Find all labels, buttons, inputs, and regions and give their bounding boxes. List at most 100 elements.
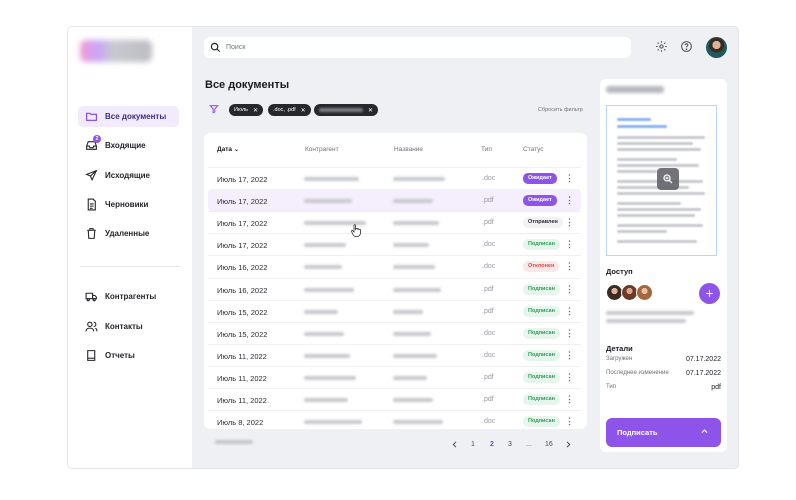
close-icon[interactable]: ✕	[253, 107, 259, 114]
add-access-button[interactable]: +	[699, 283, 720, 304]
access-title: Доступ	[606, 267, 633, 276]
avatar[interactable]	[636, 284, 653, 301]
sign-button[interactable]: Подписать	[606, 418, 721, 447]
column-header-date[interactable]: Дата ⌄	[217, 146, 239, 153]
column-header-type[interactable]: Тип	[481, 146, 492, 153]
status-badge: Подписан	[523, 283, 560, 295]
sidebar-item-label: Все документы	[105, 112, 167, 121]
row-date: Июль 17, 2022	[217, 197, 268, 207]
table-row[interactable]: Июль 17, 2022 .doc Ожидает ⋮	[208, 167, 581, 189]
document-name-redacted	[393, 353, 437, 358]
table-row[interactable]: Июль 11, 2022 .pdf Подписан ⋮	[208, 365, 581, 388]
detail-label: Последнее изменение	[606, 370, 669, 376]
document-preview[interactable]	[606, 105, 717, 256]
search-bar[interactable]	[204, 37, 631, 58]
documents-table: Дата ⌄ Контрагент Название Тип Статус Ию…	[204, 133, 587, 429]
page-3[interactable]: 3	[508, 441, 512, 448]
status-badge: Ожидает	[523, 173, 557, 184]
table-row[interactable]: Июль 17, 2022 .doc Подписан ⋮	[208, 233, 581, 255]
sidebar-item-all-documents[interactable]: Все документы	[78, 106, 179, 127]
users-icon	[84, 320, 98, 334]
column-header-name[interactable]: Название	[394, 146, 424, 153]
more-options-icon[interactable]: ⋮	[565, 195, 574, 206]
document-name-redacted	[393, 420, 443, 425]
counterparty-redacted	[304, 420, 362, 425]
row-date: Июль 15, 2022	[217, 329, 268, 339]
more-options-icon[interactable]: ⋮	[565, 283, 574, 294]
access-text-redacted	[606, 311, 694, 315]
more-options-icon[interactable]: ⋮	[565, 416, 574, 427]
row-type: .doc	[482, 241, 496, 249]
chevron-right-icon[interactable]	[564, 440, 572, 449]
column-header-counterparty[interactable]: Контрагент	[305, 146, 339, 153]
detail-label: Тип	[606, 384, 617, 390]
more-options-icon[interactable]: ⋮	[565, 371, 574, 382]
document-name-redacted	[393, 177, 445, 181]
table-row[interactable]: Июль 16, 2022 .pdf Подписан ⋮	[208, 277, 581, 300]
row-type: .pdf	[482, 373, 494, 381]
page-2[interactable]: 2	[490, 441, 494, 448]
table-row[interactable]: Июль 16, 2022 .doc Отклонен ⋮	[208, 255, 581, 277]
more-options-icon[interactable]: ⋮	[565, 173, 574, 183]
filter-chip-counterparty[interactable]: ✕	[314, 104, 379, 116]
reset-filter-link[interactable]: Сбросить фильтр	[538, 107, 583, 113]
page-16[interactable]: 16	[545, 441, 553, 448]
document-name-redacted	[393, 398, 433, 402]
table-row[interactable]: Июль 11, 2022 .doc Подписан ⋮	[208, 343, 581, 366]
search-input[interactable]	[226, 44, 606, 51]
row-type: .doc	[482, 329, 496, 337]
row-date: Июль 16, 2022	[217, 263, 268, 273]
chevron-up-icon[interactable]	[700, 427, 709, 436]
hand-cursor-icon	[351, 224, 361, 237]
filter-icon[interactable]	[209, 104, 219, 114]
table-row[interactable]: Июль 15, 2022 .pdf Подписан ⋮	[208, 299, 581, 322]
status-badge: Подписан	[523, 327, 560, 339]
more-options-icon[interactable]: ⋮	[565, 327, 574, 338]
table-row[interactable]: Июль 8, 2022 .doc Подписан ⋮	[208, 410, 581, 432]
sidebar-item-reports[interactable]: Отчеты	[78, 345, 179, 366]
sidebar-item-inbox[interactable]: 2 Входящие	[78, 134, 179, 156]
status-badge: Подписан	[523, 305, 560, 317]
column-header-status[interactable]: Статус	[523, 146, 544, 153]
status-badge: Подписан	[523, 416, 560, 428]
row-date: Июль 15, 2022	[217, 307, 268, 317]
more-options-icon[interactable]: ⋮	[565, 217, 574, 228]
close-icon[interactable]: ✕	[368, 107, 374, 114]
filter-chip-type[interactable]: .doc, .pdf ✕	[268, 104, 311, 116]
zoom-icon[interactable]	[657, 168, 679, 190]
page-1[interactable]: 1	[471, 441, 475, 448]
more-options-icon[interactable]: ⋮	[565, 261, 574, 272]
filter-chip-month[interactable]: Июль ✕	[229, 104, 264, 116]
more-options-icon[interactable]: ⋮	[565, 394, 574, 404]
table-row[interactable]: Июль 15, 2022 .doc Подписан ⋮	[208, 321, 581, 344]
chevron-left-icon[interactable]	[451, 440, 459, 449]
counterparty-redacted	[304, 287, 354, 292]
sidebar-item-label: Контрагенты	[105, 292, 157, 301]
more-options-icon[interactable]: ⋮	[565, 349, 574, 360]
sidebar-item-contacts[interactable]: Контакты	[78, 316, 179, 337]
status-badge: Подписан	[523, 349, 560, 361]
more-options-icon[interactable]: ⋮	[565, 239, 574, 250]
user-avatar[interactable]	[706, 37, 727, 58]
truck-icon	[84, 290, 98, 304]
close-icon[interactable]: ✕	[300, 107, 306, 114]
row-type: .pdf	[482, 219, 494, 227]
counterparty-redacted	[304, 265, 342, 270]
more-options-icon[interactable]: ⋮	[565, 305, 574, 316]
help-icon[interactable]	[680, 40, 693, 53]
sidebar-item-outgoing[interactable]: Исходящие	[78, 165, 179, 186]
row-type: .doc	[482, 263, 496, 271]
sidebar-item-deleted[interactable]: Удаленные	[78, 223, 179, 244]
brand-logo[interactable]	[80, 40, 152, 62]
gear-icon[interactable]	[655, 40, 668, 53]
sidebar-item-drafts[interactable]: Черновики	[78, 194, 179, 215]
document-name-redacted	[393, 309, 423, 314]
sidebar: Все документы 2 Входящие Исходящие Черно…	[68, 27, 192, 468]
search-icon	[210, 42, 221, 53]
table-row[interactable]: Июль 11, 2022 .pdf Подписан ⋮	[208, 388, 581, 410]
row-date: Июль 17, 2022	[217, 219, 268, 229]
table-row[interactable]: Июль 17, 2022 .pdf Отправлен ⋮	[208, 211, 581, 233]
sign-button-label: Подписать	[617, 428, 658, 437]
sidebar-item-counterparties[interactable]: Контрагенты	[78, 286, 179, 307]
table-row[interactable]: Июль 17, 2022 .pdf Ожидает ⋮	[208, 189, 581, 212]
